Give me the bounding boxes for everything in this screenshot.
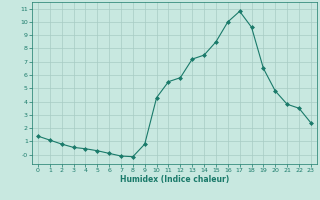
X-axis label: Humidex (Indice chaleur): Humidex (Indice chaleur) (120, 175, 229, 184)
